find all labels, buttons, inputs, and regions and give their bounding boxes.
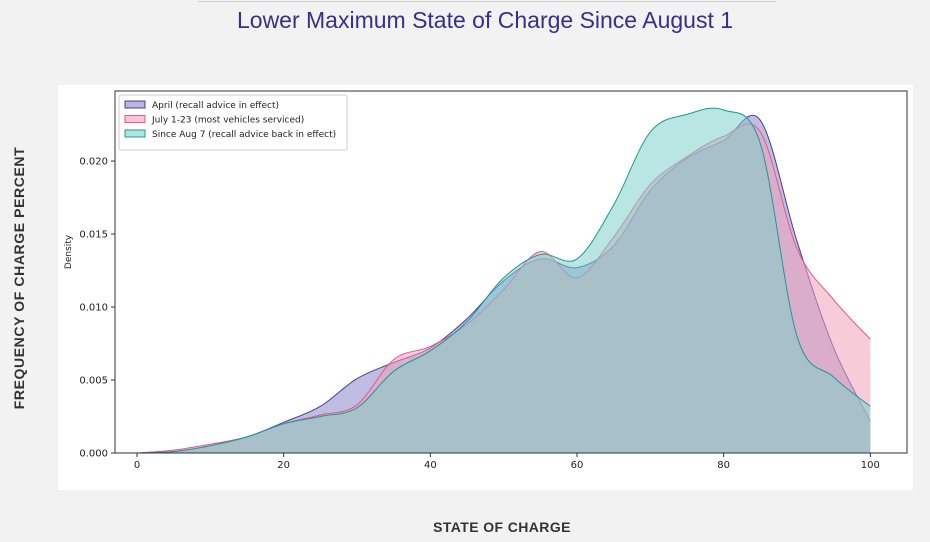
legend-swatch	[124, 129, 146, 138]
density-chart: 0 20 40 60 80 100 0.000 0.005 0.010 0.015 0.020 D…	[64, 90, 908, 471]
y-axis-label: Density	[64, 234, 74, 269]
plot-frame	[114, 90, 908, 454]
x-axis-title: STATE OF CHARGE	[433, 519, 571, 535]
x-tick-label: 100	[861, 460, 880, 471]
y-tick-label: 0.010	[79, 303, 108, 314]
y-tick-label: 0.020	[79, 157, 108, 168]
y-tick-label: 0.005	[79, 376, 108, 387]
page-title: Lower Maximum State of Charge Since Augu…	[236, 7, 734, 33]
legend-box	[118, 94, 348, 151]
series-areas	[136, 107, 871, 454]
y-axis-title: FREQUENCY OF CHARGE PERCENT	[11, 146, 27, 410]
x-ticks: 0 20 40 60 80 100	[134, 453, 880, 471]
series-3-area	[137, 108, 871, 453]
x-tick-label: 20	[277, 460, 290, 471]
y-ticks: 0.000 0.005 0.010 0.015 0.020	[79, 157, 115, 460]
legend: April (recall advice in effect) July 1-23…	[118, 94, 348, 151]
chart-panel: 0 20 40 60 80 100 0.000 0.005 0.010 0.015 0.020 D…	[58, 85, 913, 490]
legend-label: July 1-23 (most vehicles serviced)	[151, 116, 304, 126]
x-tick-label: 40	[424, 460, 437, 471]
legend-label: Since Aug 7 (recall advice back in effec…	[152, 130, 336, 140]
top-rule	[198, 1, 776, 2]
x-tick-label: 80	[717, 460, 730, 471]
series-3-line	[136, 107, 871, 454]
legend-label: April (recall advice in effect)	[152, 101, 279, 111]
x-tick-label: 0	[134, 460, 140, 471]
x-tick-label: 60	[571, 460, 584, 471]
y-tick-label: 0.000	[79, 449, 108, 460]
y-tick-label: 0.015	[79, 230, 108, 241]
legend-swatch	[124, 115, 146, 123]
legend-swatch	[124, 100, 146, 109]
